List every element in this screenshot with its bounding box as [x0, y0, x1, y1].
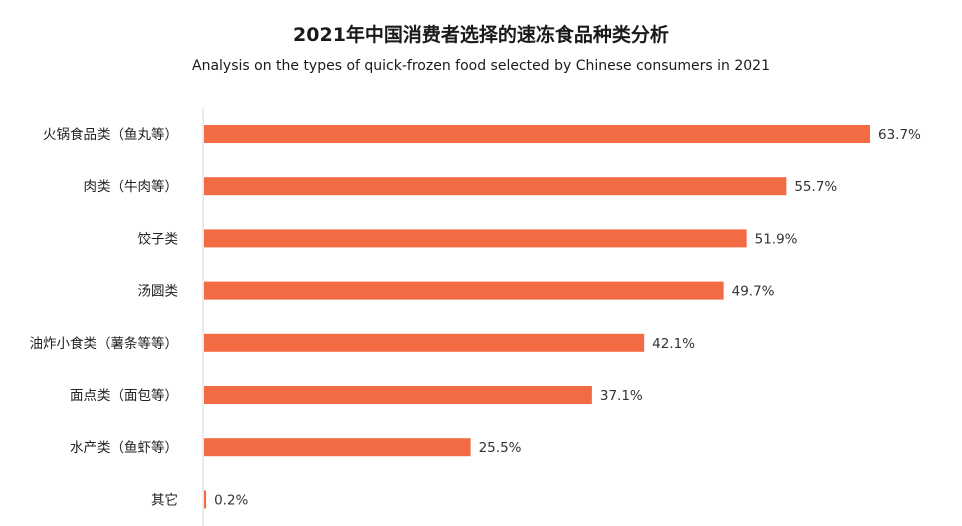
bar	[204, 125, 870, 143]
value-label: 51.9%	[755, 231, 798, 247]
bar	[204, 229, 747, 248]
value-label: 63.7%	[878, 127, 921, 143]
value-label: 25.5%	[479, 440, 522, 456]
chart-subtitle: Analysis on the types of quick-frozen fo…	[192, 58, 770, 74]
category-label: 饺子类	[138, 231, 179, 247]
bar	[204, 281, 724, 300]
category-label: 火锅食品类（鱼丸等）	[43, 126, 178, 143]
category-label: 面点类（面包等）	[70, 387, 178, 404]
bar	[204, 177, 787, 196]
value-label: 37.1%	[600, 388, 643, 404]
category-label: 油炸小食类（薯条等等）	[30, 335, 179, 352]
category-label: 肉类（牛肉等）	[84, 178, 179, 195]
value-label: 0.2%	[214, 492, 248, 508]
category-label: 其它	[151, 491, 178, 508]
value-label: 55.7%	[794, 179, 837, 195]
value-label: 49.7%	[732, 284, 775, 300]
bar	[204, 386, 592, 404]
bar	[204, 333, 645, 352]
bar	[204, 438, 471, 457]
chart-title: 2021年中国消费者选择的速冻食品种类分析	[293, 24, 669, 46]
bars-group: 火锅食品类（鱼丸等） 63.7% 肉类（牛肉等） 55.7% 饺子类 51.9% 汤圆类 49…	[30, 125, 921, 509]
category-label: 水产类（鱼虾等）	[70, 439, 178, 456]
bar	[204, 490, 207, 509]
value-label: 42.1%	[652, 336, 695, 352]
category-label: 汤圆类	[138, 284, 179, 300]
